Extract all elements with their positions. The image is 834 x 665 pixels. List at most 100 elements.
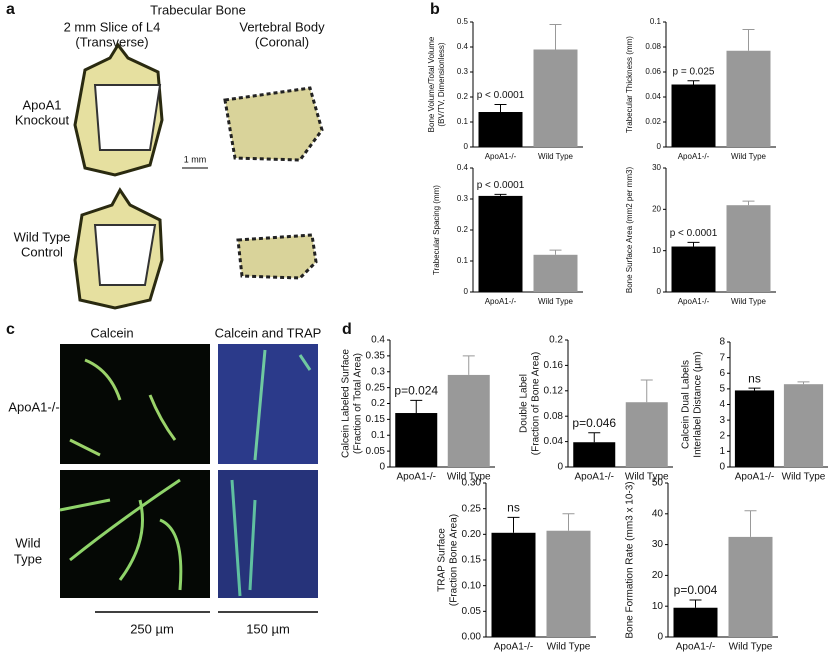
row-label: Wild (15, 535, 40, 550)
annotation: p=0.046 (572, 416, 616, 430)
x-tick-label: Wild Type (547, 642, 591, 653)
y-tick-label: 0.5 (457, 17, 469, 26)
bar (726, 50, 771, 147)
x-tick-label: ApoA1-/- (678, 152, 710, 161)
panel-label: b (430, 1, 440, 18)
y-tick-label: 0.2 (457, 225, 469, 234)
x-tick-label: Wild Type (538, 152, 574, 161)
y-tick-label: 0.30 (462, 478, 482, 489)
micrograph (60, 470, 210, 598)
error-bar (549, 249, 562, 255)
y-tick-label: 0.25 (366, 382, 386, 393)
x-tick-label: Wild Type (625, 472, 669, 483)
bar (573, 442, 616, 467)
error-bar (744, 510, 757, 537)
y-tick-label: 0.06 (645, 67, 661, 76)
y-tick-label: 0.02 (645, 117, 661, 126)
y-tick-label: 0 (657, 632, 663, 643)
y-tick-label: 10 (652, 601, 664, 612)
row-label: Type (14, 551, 42, 566)
bar (533, 254, 578, 292)
y-axis-label: (Fraction of Total Area) (353, 353, 364, 454)
y-axis-label: Bone Surface Area (mm2 per mm3) (625, 167, 634, 294)
y-tick-label: 0.15 (462, 555, 482, 566)
micrograph-signal (253, 349, 312, 461)
y-tick-label: 0.10 (462, 580, 482, 591)
y-axis-label: Bone Volume/Total Volume (427, 36, 436, 132)
y-tick-label: 0.4 (457, 163, 469, 172)
y-tick-label: 0.4 (457, 42, 469, 51)
bar (728, 536, 773, 637)
y-tick-label: 10 (652, 246, 661, 255)
bar (533, 49, 578, 147)
row-label: ApoA1-/- (8, 399, 59, 414)
y-tick-label: 0.04 (544, 436, 564, 447)
bone-image (236, 233, 318, 280)
y-axis-label: Trabecular Spacing (mm) (432, 185, 441, 275)
y-tick-label: 2 (719, 430, 725, 441)
y-tick-label: 0.3 (457, 67, 469, 76)
error-bar (797, 381, 810, 385)
y-tick-label: 0.05 (366, 446, 386, 457)
micrograph-signal (69, 358, 177, 457)
error-bar (742, 200, 755, 206)
bar (478, 112, 523, 147)
y-tick-label: 0.2 (549, 335, 563, 346)
y-tick-label: 0.04 (645, 92, 661, 101)
bone-image (93, 224, 157, 286)
y-tick-label: 0.1 (650, 17, 662, 26)
bar (625, 402, 668, 467)
annotation: p < 0.0001 (670, 228, 718, 239)
x-tick-label: ApoA1-/- (485, 297, 517, 306)
y-tick-label: 0.05 (462, 606, 482, 617)
y-tick-label: 6 (719, 368, 725, 379)
y-tick-label: 0.1 (371, 430, 385, 441)
y-tick-label: 20 (652, 204, 661, 213)
error-bar (687, 241, 700, 247)
x-tick-label: ApoA1-/- (678, 297, 710, 306)
y-axis-label: Interlabel Distance (µm) (693, 351, 704, 457)
row-label: Control (21, 244, 63, 259)
y-tick-label: 0 (657, 142, 662, 151)
scale-label: 150 µm (246, 621, 290, 636)
error-bar (742, 29, 755, 51)
y-tick-label: 40 (652, 508, 664, 519)
panel-label: d (342, 321, 352, 338)
x-tick-label: ApoA1-/- (575, 472, 614, 483)
y-tick-label: 0 (464, 287, 469, 296)
bar (783, 384, 824, 467)
error-bar (562, 513, 575, 531)
y-axis-label: (Fraction of Bone Area) (531, 352, 542, 455)
x-tick-label: Wild Type (731, 152, 767, 161)
x-tick-label: Wild Type (538, 297, 574, 306)
y-axis-label: (BV/TV, Dimensionless) (437, 42, 446, 127)
y-tick-label: 0.2 (371, 398, 385, 409)
error-bar (748, 387, 761, 391)
error-bar (588, 432, 601, 443)
error-bar (494, 193, 507, 196)
annotation: p = 0.025 (673, 66, 715, 77)
panel-a: a Trabecular Bone 2 mm Slice of L4 (Tran… (6, 1, 325, 310)
error-bar (640, 379, 653, 403)
bar (478, 195, 523, 292)
micrograph (60, 344, 210, 464)
y-tick-label: 0.12 (544, 385, 564, 396)
y-tick-label: 0.2 (457, 92, 469, 101)
annotation: p < 0.0001 (477, 90, 525, 101)
row-label: Wild Type (14, 229, 71, 244)
y-tick-label: 20 (652, 570, 664, 581)
y-tick-label: 5 (719, 384, 725, 395)
bar (734, 390, 775, 467)
error-bar (689, 599, 702, 608)
row-label: ApoA1 (22, 97, 61, 112)
annotation: p=0.004 (674, 583, 718, 597)
y-tick-label: 50 (652, 478, 664, 489)
y-tick-label: 0 (464, 142, 469, 151)
y-axis-label: Trabecular Thickness (mm) (625, 36, 634, 133)
micrograph-signal (59, 478, 183, 591)
panel-c: c Calcein Calcein and TRAP ApoA1-/- Wild… (6, 321, 321, 636)
error-bar (462, 355, 475, 375)
error-bar (687, 80, 700, 85)
y-tick-label: 0 (657, 287, 662, 296)
